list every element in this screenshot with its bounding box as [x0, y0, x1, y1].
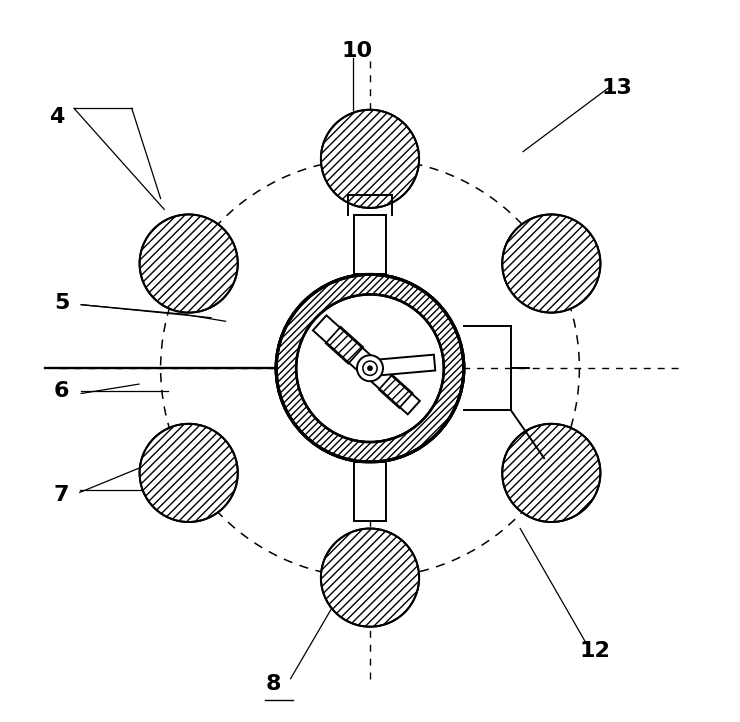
Circle shape	[357, 355, 383, 381]
Text: 7: 7	[54, 484, 70, 505]
Polygon shape	[354, 215, 386, 274]
Polygon shape	[364, 362, 420, 414]
Text: 12: 12	[579, 641, 610, 661]
Polygon shape	[369, 355, 435, 376]
Text: 10: 10	[341, 40, 372, 61]
Circle shape	[140, 214, 238, 313]
Polygon shape	[313, 316, 377, 375]
Text: 5: 5	[54, 293, 69, 313]
Circle shape	[321, 110, 419, 208]
Circle shape	[296, 295, 444, 442]
Polygon shape	[354, 462, 386, 521]
Text: 8: 8	[266, 674, 280, 695]
Circle shape	[502, 424, 600, 522]
Text: 6: 6	[54, 381, 70, 401]
Text: 13: 13	[601, 78, 632, 98]
Circle shape	[367, 365, 373, 371]
Circle shape	[363, 361, 377, 375]
Text: 4: 4	[49, 107, 64, 127]
Circle shape	[321, 529, 419, 627]
Circle shape	[140, 424, 238, 522]
Circle shape	[276, 274, 464, 462]
Circle shape	[502, 214, 600, 313]
